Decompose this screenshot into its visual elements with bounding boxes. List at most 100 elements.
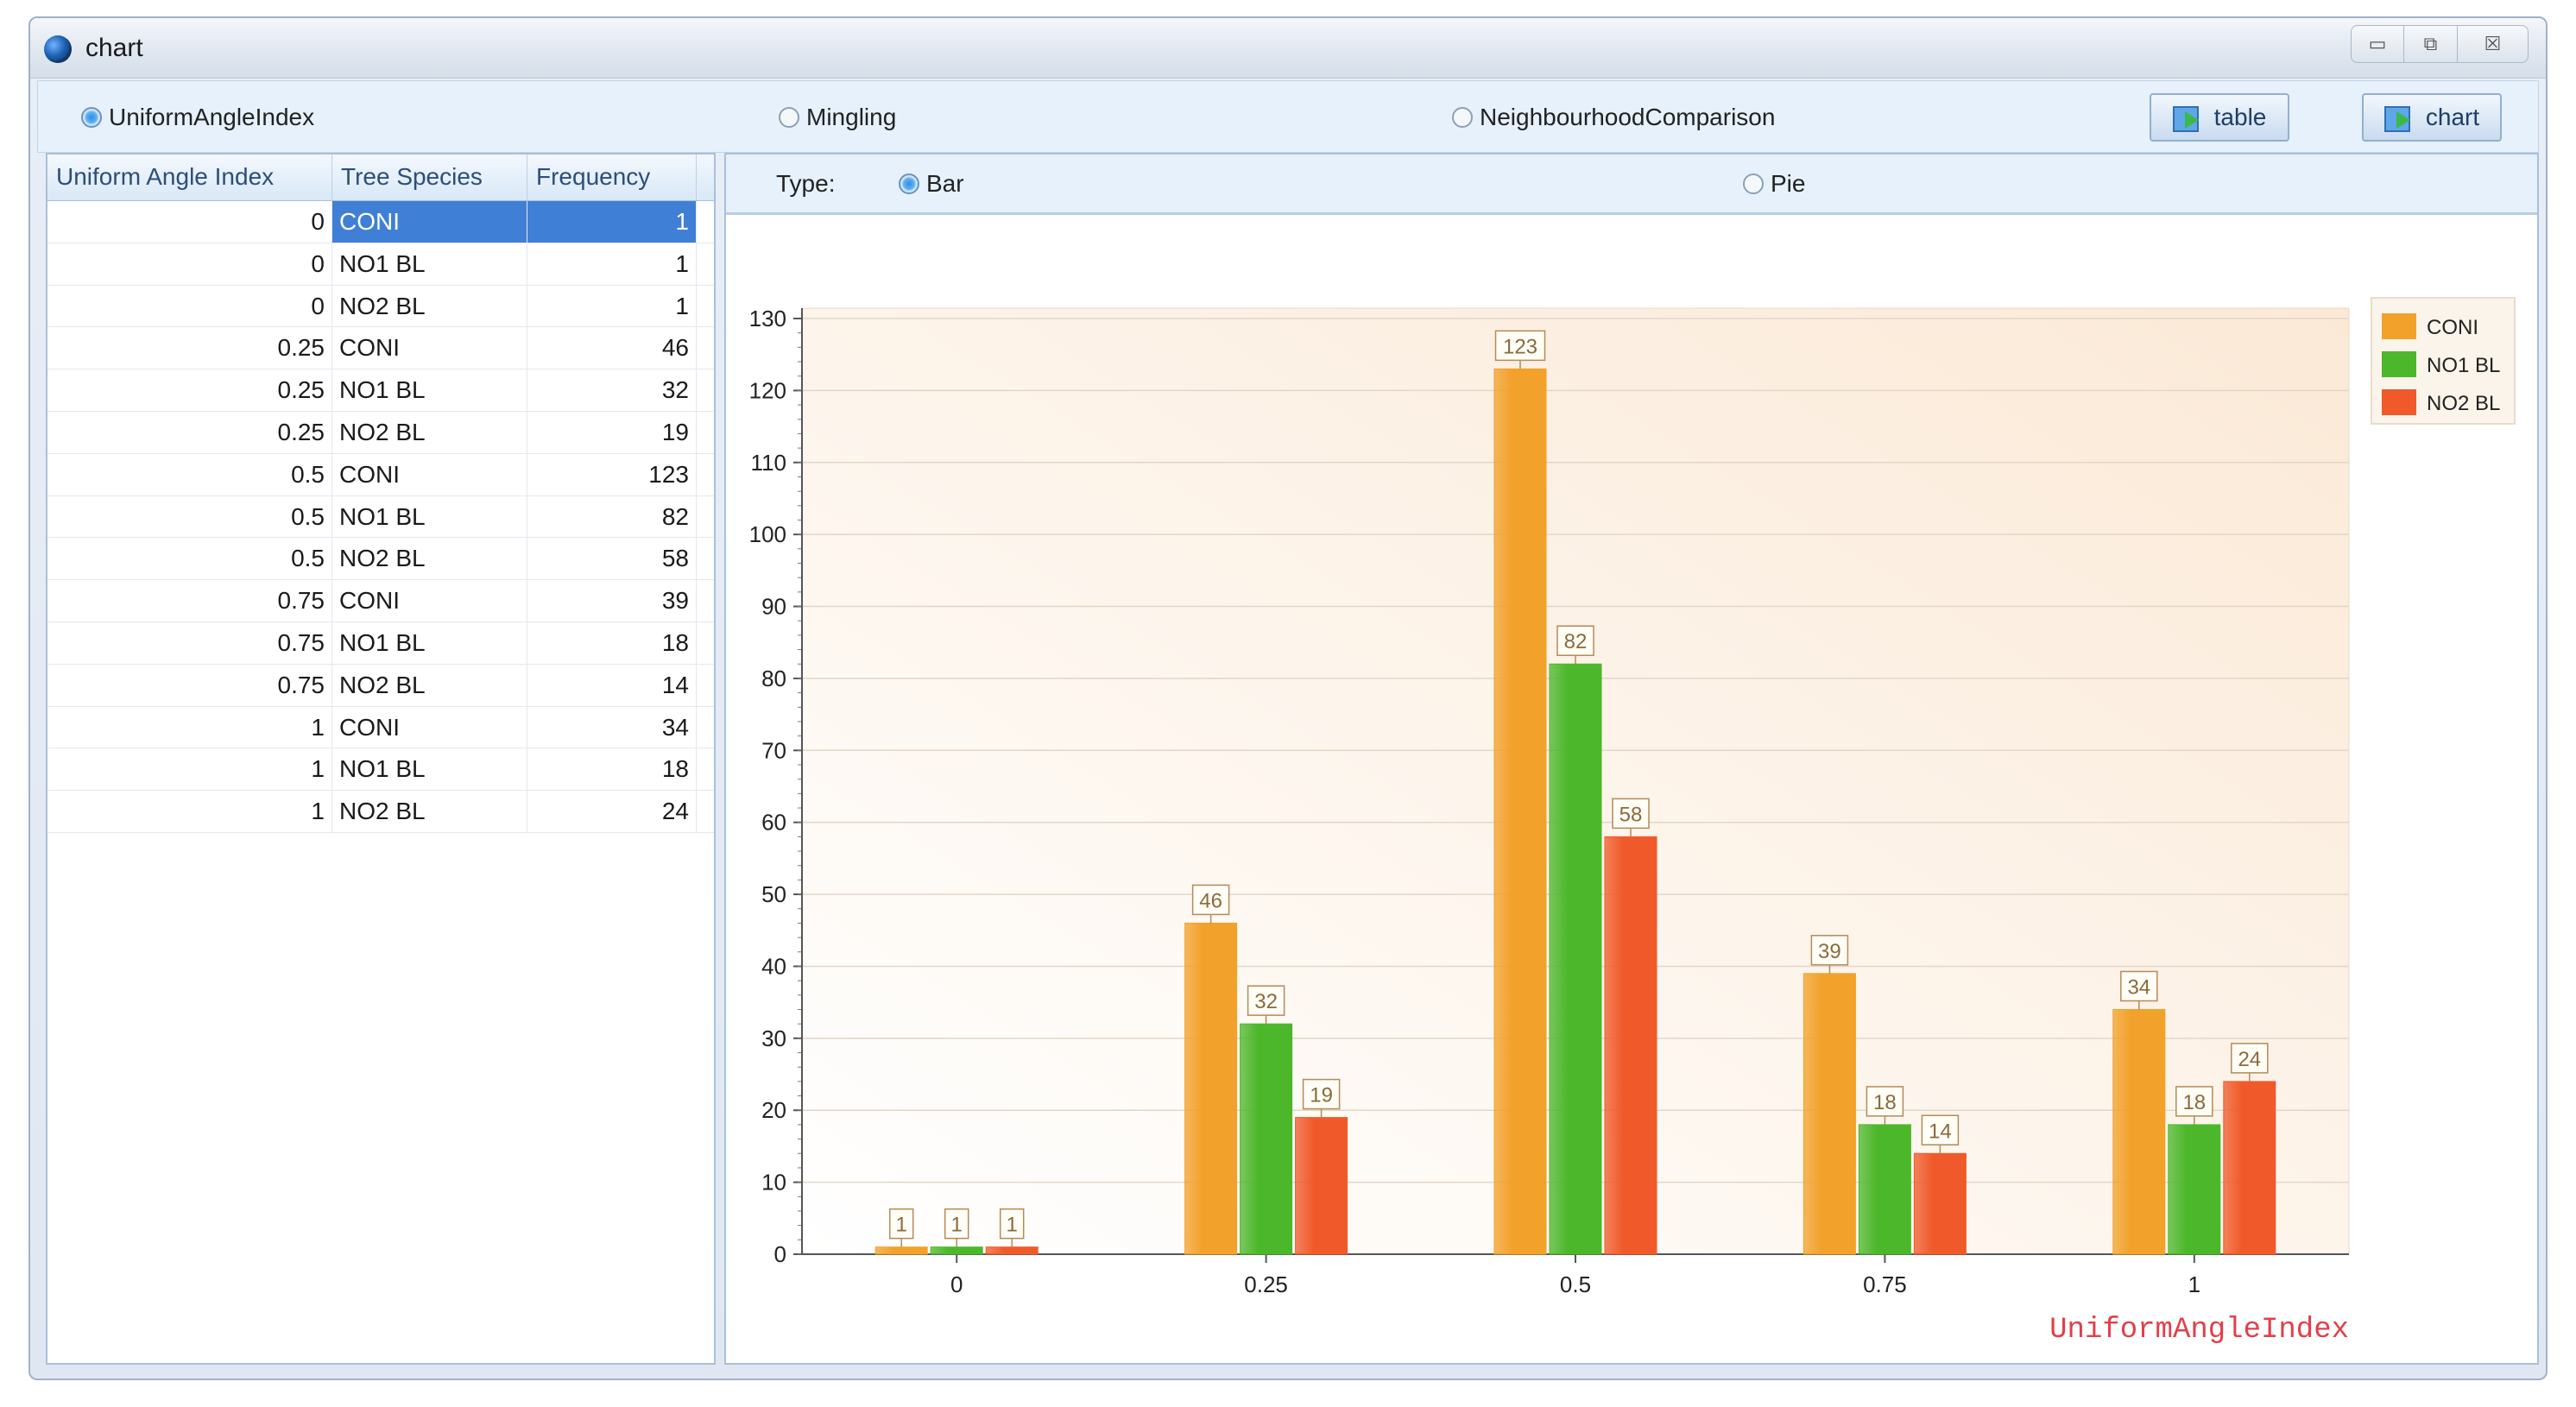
radio-neighbourhood-comparison[interactable]: NeighbourhoodComparison <box>1452 104 1775 131</box>
data-label-box <box>1556 625 1594 656</box>
table-row[interactable]: 0.75 CONI 39 <box>47 580 714 622</box>
table-row[interactable]: 0.5 NO1 BL 82 <box>47 495 714 539</box>
radio-mingling[interactable]: Mingling <box>779 104 896 131</box>
bar-coni[interactable] <box>1184 922 1238 1255</box>
column-header-tree-species[interactable]: Tree Species <box>332 155 527 200</box>
data-label-box <box>1921 1114 1960 1146</box>
cell-tree-species: NO1 BL <box>332 369 527 411</box>
chart-panel: Type: Bar Pie 0 10 20 30 40 50 60 70 80 90 100 110 1… <box>724 153 2539 1365</box>
x-tick-label: 0.5 <box>1560 1271 1591 1297</box>
table-export-icon <box>2172 104 2204 132</box>
cell-frequency: 34 <box>527 706 697 748</box>
cell-angle-index: 1 <box>47 706 332 748</box>
data-label-box <box>2175 1086 2213 1117</box>
bar-no2-bl[interactable] <box>1295 1117 1348 1255</box>
bar-no1-bl[interactable] <box>930 1246 983 1255</box>
x-tick-label: 1 <box>2188 1271 2200 1297</box>
cell-tree-species: CONI <box>332 327 527 369</box>
data-label-box <box>1494 330 1546 362</box>
y-tick-label: 30 <box>761 1025 786 1051</box>
radio-bar[interactable]: Bar <box>899 170 964 198</box>
table-row[interactable]: 1 CONI 34 <box>47 706 714 749</box>
radio-unselected-icon <box>1452 107 1473 128</box>
bar-no2-bl[interactable] <box>1604 836 1657 1255</box>
column-header-uniform-angle-index[interactable]: Uniform Angle Index <box>47 155 332 200</box>
table-button[interactable]: table <box>2150 93 2289 142</box>
data-label: 46 <box>1199 889 1222 912</box>
table-row[interactable]: 0.75 NO1 BL 18 <box>47 621 714 665</box>
y-tick-label: 50 <box>761 881 786 907</box>
y-tick-label: 70 <box>761 737 786 763</box>
y-tick-label: 110 <box>751 450 786 476</box>
cell-frequency: 14 <box>527 664 697 706</box>
cell-frequency: 39 <box>527 580 697 621</box>
data-label: 1 <box>896 1214 907 1237</box>
type-label: Type: <box>776 170 836 197</box>
radio-uniform-angle-index[interactable]: UniformAngleIndex <box>81 104 314 131</box>
bar-no1-bl[interactable] <box>1858 1124 1911 1255</box>
data-label: 18 <box>2182 1091 2206 1114</box>
data-label: 39 <box>1818 940 1841 963</box>
bar-coni[interactable] <box>1803 973 1856 1255</box>
radio-selected-icon <box>899 174 919 194</box>
table-row[interactable]: 0.25 NO2 BL 19 <box>47 411 714 454</box>
radio-selected-icon <box>81 107 102 128</box>
bar-no2-bl[interactable] <box>2223 1081 2276 1255</box>
bar-coni[interactable] <box>874 1246 928 1255</box>
bar-no2-bl[interactable] <box>1913 1152 1967 1255</box>
table-row[interactable]: 0 NO1 BL 1 <box>47 243 714 286</box>
cell-frequency: 18 <box>527 621 697 664</box>
chart-window: chart ▭ ⧉ ☒ UniformAngleIndex Mingling N… <box>28 16 2548 1380</box>
close-button[interactable]: ☒ <box>2458 25 2529 63</box>
bar-no1-bl[interactable] <box>1549 663 1602 1255</box>
table-row[interactable]: 0.5 CONI 123 <box>47 453 714 496</box>
table-row[interactable]: 1 NO1 BL 18 <box>47 748 714 792</box>
column-header-frequency[interactable]: Frequency <box>527 155 697 200</box>
window-title: chart <box>85 34 143 62</box>
x-tick-label: 0.25 <box>1244 1271 1288 1297</box>
chart-export-icon <box>2383 104 2415 132</box>
bar-no1-bl[interactable] <box>1240 1023 1293 1255</box>
chart-button[interactable]: chart <box>2362 93 2502 142</box>
y-tick-label: 90 <box>761 594 786 620</box>
cell-frequency: 1 <box>527 243 697 285</box>
table-row[interactable]: 1 NO2 BL 24 <box>47 791 714 833</box>
data-label: 82 <box>1564 630 1588 653</box>
cell-angle-index: 0.75 <box>47 664 332 706</box>
table-row[interactable]: 0.75 NO2 BL 14 <box>47 664 714 707</box>
y-tick-label: 0 <box>774 1241 786 1267</box>
cell-frequency: 82 <box>527 495 697 538</box>
cell-tree-species: NO1 BL <box>332 243 527 285</box>
y-tick-label: 10 <box>761 1170 786 1196</box>
cell-tree-species: CONI <box>332 580 527 621</box>
radio-pie[interactable]: Pie <box>1743 170 1805 198</box>
table-button-label: table <box>2213 104 2267 130</box>
y-tick-label: 40 <box>761 953 786 979</box>
cell-angle-index: 0.5 <box>47 495 332 538</box>
bar-coni[interactable] <box>2112 1008 2166 1255</box>
legend-swatch <box>2382 351 2416 377</box>
bar-coni[interactable] <box>1493 368 1547 1255</box>
title-bar[interactable]: chart ▭ ⧉ ☒ <box>30 18 2546 79</box>
x-tick-label: 0 <box>950 1271 963 1297</box>
table-row[interactable]: 0.25 CONI 46 <box>47 327 714 370</box>
minimize-button[interactable]: ▭ <box>2351 25 2404 63</box>
cell-angle-index: 0 <box>47 243 332 285</box>
table-row[interactable]: 0.25 NO1 BL 32 <box>47 369 714 412</box>
cell-frequency: 58 <box>527 538 697 580</box>
table-row[interactable]: 0 NO2 BL 1 <box>47 285 714 328</box>
cell-tree-species: NO1 BL <box>332 621 527 664</box>
mode-toolbar: UniformAngleIndex Mingling Neighbourhood… <box>37 80 2539 153</box>
table-row[interactable]: 0 CONI 1 <box>47 201 714 243</box>
cell-tree-species: NO2 BL <box>332 411 527 453</box>
cell-angle-index: 0.25 <box>47 369 332 411</box>
table-row[interactable]: 0.5 NO2 BL 58 <box>47 538 714 581</box>
cell-angle-index: 1 <box>47 791 332 832</box>
bar-no1-bl[interactable] <box>2168 1124 2221 1255</box>
legend-label: CONI <box>2427 316 2478 339</box>
data-label: 1 <box>1007 1214 1018 1237</box>
cell-angle-index: 0.25 <box>47 327 332 369</box>
restore-button[interactable]: ⧉ <box>2404 25 2458 63</box>
bar-no2-bl[interactable] <box>985 1246 1039 1255</box>
cell-angle-index: 0.5 <box>47 538 332 580</box>
